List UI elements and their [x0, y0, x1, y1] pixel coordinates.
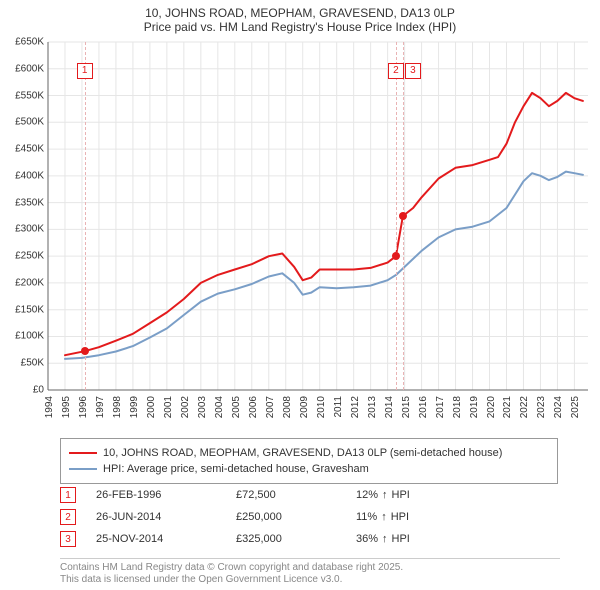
y-tick-label: £550K: [15, 90, 44, 101]
x-tick-label: 2000: [146, 396, 157, 418]
y-tick-label: £500K: [15, 117, 44, 128]
sale-marker-3: 3: [405, 63, 421, 79]
x-tick-label: 2005: [231, 396, 242, 418]
y-tick-label: £300K: [15, 224, 44, 235]
chart-legend: 10, JOHNS ROAD, MEOPHAM, GRAVESEND, DA13…: [60, 438, 558, 484]
y-tick-label: £400K: [15, 170, 44, 181]
x-tick-label: 2024: [553, 396, 564, 418]
x-tick-label: 2003: [197, 396, 208, 418]
y-tick-label: £150K: [15, 304, 44, 315]
sale-diff-suffix: HPI: [392, 533, 410, 545]
sale-diff: 12% ↑ HPI: [356, 489, 476, 501]
y-tick-label: £600K: [15, 63, 44, 74]
x-tick-label: 1995: [61, 396, 72, 418]
sale-marker-key: 1: [60, 487, 76, 503]
sale-price: £325,000: [236, 533, 336, 545]
legend-swatch: [69, 452, 97, 454]
sale-guideline: [396, 42, 397, 390]
x-tick-label: 2011: [333, 396, 344, 418]
footer-line-1: Contains HM Land Registry data © Crown c…: [60, 562, 560, 574]
sale-diff: 11% ↑ HPI: [356, 511, 476, 523]
sale-diff-pct: 11%: [356, 511, 377, 523]
x-tick-label: 1997: [95, 396, 106, 418]
legend-label: HPI: Average price, semi-detached house,…: [103, 461, 369, 477]
y-tick-label: £100K: [15, 331, 44, 342]
sale-date: 26-JUN-2014: [96, 511, 216, 523]
x-tick-label: 2015: [401, 396, 412, 418]
sale-diff-pct: 12%: [356, 489, 378, 501]
x-tick-label: 1998: [112, 396, 123, 418]
sale-diff-suffix: HPI: [391, 511, 409, 523]
chart-footer: Contains HM Land Registry data © Crown c…: [60, 558, 560, 586]
sale-diff-suffix: HPI: [392, 489, 410, 501]
sales-row: 2 26-JUN-2014 £250,000 11% ↑ HPI: [60, 506, 540, 528]
sale-diff: 36% ↑ HPI: [356, 533, 476, 545]
chart-title-address: 10, JOHNS ROAD, MEOPHAM, GRAVESEND, DA13…: [0, 6, 600, 20]
legend-label: 10, JOHNS ROAD, MEOPHAM, GRAVESEND, DA13…: [103, 445, 502, 461]
x-tick-label: 2017: [435, 396, 446, 418]
x-tick-label: 2013: [367, 396, 378, 418]
arrow-up-icon: ↑: [381, 511, 387, 523]
chart-title-subtitle: Price paid vs. HM Land Registry's House …: [0, 20, 600, 34]
x-tick-label: 2008: [282, 396, 293, 418]
y-tick-label: £250K: [15, 251, 44, 262]
chart-svg: [48, 42, 588, 390]
y-tick-label: £200K: [15, 277, 44, 288]
sale-dot: [81, 347, 89, 355]
x-tick-label: 2020: [486, 396, 497, 418]
x-tick-label: 2002: [180, 396, 191, 418]
arrow-up-icon: ↑: [382, 533, 388, 545]
x-tick-label: 2007: [265, 396, 276, 418]
y-tick-label: £50K: [21, 358, 44, 369]
sale-marker-2: 2: [388, 63, 404, 79]
sales-row: 3 25-NOV-2014 £325,000 36% ↑ HPI: [60, 528, 540, 550]
sale-diff-pct: 36%: [356, 533, 378, 545]
x-tick-label: 2014: [384, 396, 395, 418]
x-tick-label: 1999: [129, 396, 140, 418]
sale-dot: [399, 212, 407, 220]
sale-marker-key: 2: [60, 509, 76, 525]
x-tick-label: 2006: [248, 396, 259, 418]
sale-price: £72,500: [236, 489, 336, 501]
x-tick-label: 2022: [519, 396, 530, 418]
sale-guideline: [85, 42, 86, 390]
legend-swatch: [69, 468, 97, 470]
legend-row: HPI: Average price, semi-detached house,…: [69, 461, 549, 477]
arrow-up-icon: ↑: [382, 489, 388, 501]
x-tick-label: 1996: [78, 396, 89, 418]
footer-line-2: This data is licensed under the Open Gov…: [60, 574, 560, 586]
sales-table: 126-FEB-1996£72,50012%↑HPI226-JUN-2014£2…: [60, 484, 540, 550]
x-tick-label: 2019: [469, 396, 480, 418]
sale-price: £250,000: [236, 511, 336, 523]
x-tick-label: 2012: [350, 396, 361, 418]
sale-date: 25-NOV-2014: [96, 533, 216, 545]
x-tick-label: 2004: [214, 396, 225, 418]
chart-container: { "title": { "line1": "10, JOHNS ROAD, M…: [0, 0, 600, 590]
chart-titles: 10, JOHNS ROAD, MEOPHAM, GRAVESEND, DA13…: [0, 0, 600, 34]
y-tick-label: £450K: [15, 144, 44, 155]
legend-row: 10, JOHNS ROAD, MEOPHAM, GRAVESEND, DA13…: [69, 445, 549, 461]
x-tick-label: 2010: [316, 396, 327, 418]
x-tick-label: 2016: [418, 396, 429, 418]
y-tick-label: £650K: [15, 37, 44, 48]
x-tick-label: 2025: [570, 396, 581, 418]
sale-date: 26-FEB-1996: [96, 489, 216, 501]
sale-marker-1: 1: [77, 63, 93, 79]
x-tick-label: 2023: [536, 396, 547, 418]
x-tick-label: 2021: [502, 396, 513, 418]
y-tick-label: £350K: [15, 197, 44, 208]
x-tick-label: 2009: [299, 396, 310, 418]
y-tick-label: £0: [33, 385, 44, 396]
sale-marker-key: 3: [60, 531, 76, 547]
x-tick-label: 2001: [163, 396, 174, 418]
chart-plot-area: £0£50K£100K£150K£200K£250K£300K£350K£400…: [48, 42, 588, 390]
sales-row: 1 26-FEB-1996 £72,500 12% ↑ HPI: [60, 484, 540, 506]
sale-dot: [392, 252, 400, 260]
x-tick-label: 2018: [452, 396, 463, 418]
x-tick-label: 1994: [44, 396, 55, 418]
